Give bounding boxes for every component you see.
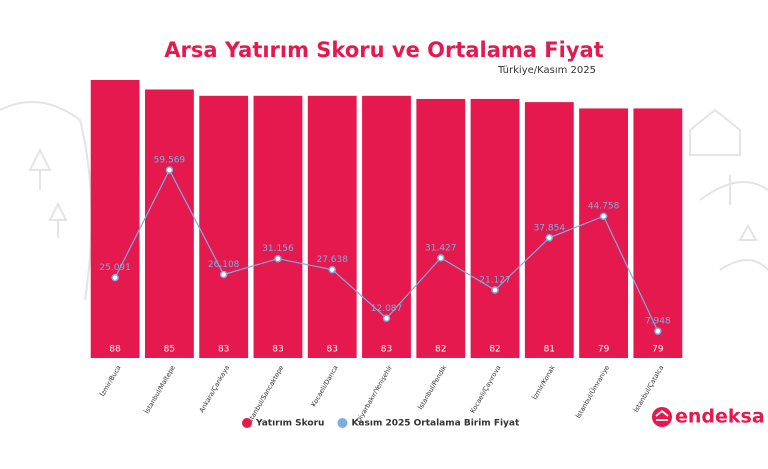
- point-value-label: 12.087: [371, 304, 403, 314]
- bar: [90, 80, 140, 358]
- legend-label: Kasım 2025 Ortalama Birim Fiyat: [351, 419, 520, 429]
- x-tick-label: İzmir/Konak: [530, 363, 557, 401]
- bar: [470, 98, 520, 359]
- bar: [144, 89, 194, 359]
- background-doodles: [0, 101, 768, 301]
- logo-icon: [652, 407, 672, 427]
- x-tick-label: İstanbul/Sancaktepe: [244, 364, 285, 426]
- logo-icon-mark: [655, 409, 669, 421]
- line-point: [545, 234, 554, 242]
- point-value-label: 59.569: [154, 156, 186, 166]
- x-tick-label: İstanbul/Pendik: [416, 363, 449, 411]
- x-tick-label: Kocaeli/Darıca: [310, 364, 340, 408]
- point-value-label: 27.638: [316, 255, 348, 265]
- line-point: [382, 314, 391, 323]
- point-value-label: 31.427: [425, 243, 457, 253]
- x-tick-label: İstanbul/Maltepe: [142, 364, 177, 416]
- logo: endeksa: [652, 406, 765, 428]
- bar: [524, 102, 574, 358]
- line-point: [599, 212, 608, 220]
- bar: [579, 108, 629, 358]
- bar-value-label: 82: [489, 345, 500, 355]
- bar-value-label: 82: [435, 345, 446, 355]
- bar: [199, 95, 249, 358]
- bar: [307, 95, 357, 358]
- line-point: [165, 166, 174, 174]
- line-point: [111, 273, 119, 282]
- point-value-label: 44.758: [588, 202, 620, 212]
- line-point: [328, 265, 336, 274]
- line-point: [654, 327, 662, 335]
- point-value-label: 21.127: [479, 276, 511, 286]
- bar-value-label: 83: [327, 345, 338, 355]
- bar-value-label: 88: [109, 345, 121, 355]
- x-tick-label: İstanbul/Çatalca: [631, 363, 665, 413]
- chart-title: Arsa Yatırım Skoru ve Ortalama Fiyat: [164, 38, 603, 62]
- line-point: [491, 286, 499, 294]
- point-value-label: 7.948: [645, 317, 671, 327]
- chart-subtitle: Türkiye/Kasım 2025: [497, 65, 596, 76]
- bar: [253, 95, 303, 358]
- bar-value-label: 81: [544, 345, 555, 355]
- logo-text: endeksa: [675, 406, 765, 428]
- x-tick-label: İzmir/Buca: [98, 363, 123, 397]
- bar-value-label: 85: [164, 345, 175, 355]
- x-tick-label: İstanbul/Ümraniye: [573, 364, 611, 420]
- bar-value-label: 79: [652, 345, 664, 355]
- bar-value-label: 79: [598, 345, 610, 355]
- bar-value-label: 83: [272, 345, 283, 355]
- bar: [633, 108, 683, 358]
- bar-value-label: 83: [218, 345, 229, 355]
- legend-swatch: [242, 418, 252, 428]
- point-value-label: 25.091: [99, 263, 131, 273]
- point-value-label: 37.854: [534, 223, 566, 233]
- x-tick-label: Kocaeli/Çayırova: [469, 364, 503, 415]
- line-point: [437, 254, 445, 262]
- x-tick-label: Diyarbakır/Yenişehir: [355, 364, 395, 424]
- point-value-label: 31.156: [262, 244, 294, 254]
- bar: [416, 98, 466, 359]
- bar-value-label: 83: [381, 345, 392, 355]
- x-tick-label: Ankara/Çankaya: [198, 364, 232, 414]
- legend-label: Yatırım Skoru: [255, 419, 324, 429]
- legend-swatch: [337, 418, 348, 428]
- line-point: [219, 270, 228, 279]
- line-point: [274, 254, 282, 263]
- bar: [362, 95, 411, 358]
- point-value-label: 26.108: [208, 260, 240, 270]
